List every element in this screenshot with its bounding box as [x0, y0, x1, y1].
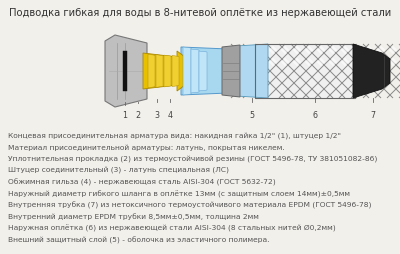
Polygon shape	[183, 48, 191, 96]
Polygon shape	[353, 45, 390, 99]
Polygon shape	[305, 59, 313, 67]
Polygon shape	[317, 47, 325, 55]
Text: 4: 4	[168, 110, 172, 120]
Polygon shape	[148, 55, 155, 88]
Polygon shape	[236, 45, 268, 99]
Polygon shape	[389, 59, 397, 67]
Polygon shape	[341, 47, 349, 55]
Polygon shape	[305, 47, 313, 55]
Text: 2: 2	[136, 110, 140, 120]
Polygon shape	[269, 59, 277, 67]
Polygon shape	[255, 45, 355, 99]
Polygon shape	[293, 47, 301, 55]
Polygon shape	[257, 59, 265, 67]
Polygon shape	[143, 52, 185, 92]
Polygon shape	[341, 59, 349, 67]
Text: Уплотнительная прокладка (2) из термоустойчивой резины (ГОСТ 5496-78, ТУ 3810510: Уплотнительная прокладка (2) из термоуст…	[8, 155, 377, 162]
Text: Внутренняя трубка (7) из нетоксичного термоустойчивого материала EPDM (ГОСТ 5496: Внутренняя трубка (7) из нетоксичного те…	[8, 201, 372, 209]
Text: Концевая присоединительная арматура вида: накидная гайка 1/2" (1), штуцер 1/2": Концевая присоединительная арматура вида…	[8, 133, 341, 139]
Text: Подводка гибкая для воды в 8-нитевой оплётке из нержавеющей стали: Подводка гибкая для воды в 8-нитевой опл…	[9, 8, 391, 18]
Polygon shape	[377, 47, 385, 55]
Polygon shape	[199, 52, 207, 92]
Polygon shape	[329, 47, 337, 55]
Text: 3: 3	[154, 110, 160, 120]
Polygon shape	[281, 59, 289, 67]
Polygon shape	[269, 47, 277, 55]
Polygon shape	[172, 56, 179, 87]
Polygon shape	[257, 47, 265, 55]
Polygon shape	[365, 59, 373, 67]
Text: Штуцер соединительный (3) - латунь специальная (ЛС): Штуцер соединительный (3) - латунь специ…	[8, 167, 229, 174]
Text: Обжимная гильза (4) - нержавеющая сталь AISI-304 (ГОСТ 5632-72): Обжимная гильза (4) - нержавеющая сталь …	[8, 178, 276, 186]
Polygon shape	[156, 55, 163, 88]
Polygon shape	[317, 59, 325, 67]
Polygon shape	[353, 59, 361, 67]
Text: 1: 1	[122, 110, 128, 120]
Text: Наружный диаметр гибкого шланга в оплётке 13мм (с защитным слоем 14мм)±0,5мм: Наружный диаметр гибкого шланга в оплётк…	[8, 190, 350, 197]
Polygon shape	[164, 56, 171, 88]
Polygon shape	[222, 46, 240, 98]
Text: Наружная оплётка (6) из нержавеющей стали AISI-304 (8 стальных нитей Ø0,2мм): Наружная оплётка (6) из нержавеющей стал…	[8, 224, 336, 231]
Polygon shape	[245, 59, 253, 67]
Polygon shape	[105, 36, 147, 108]
Text: 6: 6	[312, 110, 318, 120]
Polygon shape	[281, 47, 289, 55]
Text: 7: 7	[370, 110, 376, 120]
Text: Внутренний диаметр EPDM трубки 8,5мм±0,5мм, толщина 2мм: Внутренний диаметр EPDM трубки 8,5мм±0,5…	[8, 213, 259, 219]
Polygon shape	[191, 50, 199, 94]
Polygon shape	[329, 59, 337, 67]
Polygon shape	[293, 59, 301, 67]
Polygon shape	[181, 48, 228, 96]
Polygon shape	[365, 47, 373, 55]
Text: 5: 5	[250, 110, 254, 120]
Polygon shape	[377, 59, 385, 67]
Polygon shape	[353, 47, 361, 55]
Polygon shape	[123, 52, 127, 92]
Polygon shape	[245, 47, 253, 55]
Text: Материал присоединительной арматуры: латунь, покрытая никелем.: Материал присоединительной арматуры: лат…	[8, 144, 285, 150]
Polygon shape	[389, 47, 397, 55]
Text: Внешний защитный слой (5) - оболочка из эластичного полимера.: Внешний защитный слой (5) - оболочка из …	[8, 235, 270, 243]
